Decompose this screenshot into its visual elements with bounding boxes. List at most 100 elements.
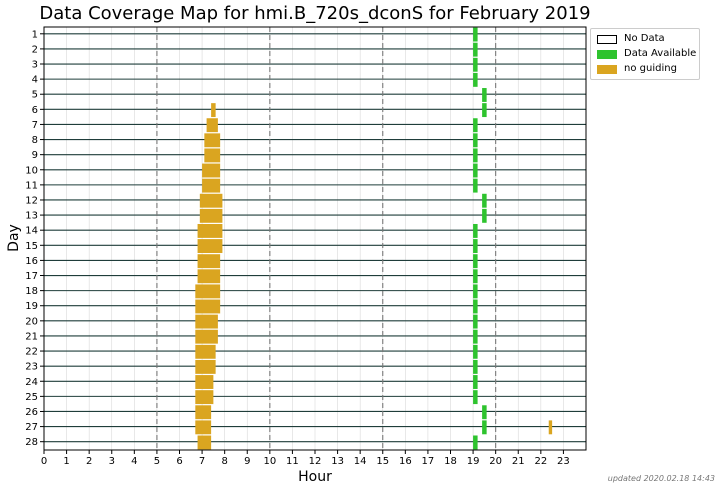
y-tick-label: 14 <box>25 226 38 237</box>
data-available-bar <box>473 254 478 269</box>
x-tick-label: 5 <box>154 456 160 467</box>
x-tick-label: 21 <box>512 456 525 467</box>
updated-timestamp: updated 2020.02.18 14:43 <box>607 474 715 483</box>
chart-title: Data Coverage Map for hmi.B_720s_dconS f… <box>39 3 591 24</box>
data-available-bar <box>473 299 478 314</box>
data-available-bar <box>473 435 478 450</box>
y-tick-label: 16 <box>25 256 38 267</box>
x-tick-label: 12 <box>309 456 322 467</box>
y-tick-label: 7 <box>32 120 38 131</box>
data-available-bar <box>473 239 478 254</box>
x-tick-label: 11 <box>286 456 299 467</box>
data-available-bar <box>473 42 478 57</box>
legend-label: Data Available <box>624 48 697 59</box>
y-tick-label: 25 <box>25 392 38 403</box>
x-tick-label: 8 <box>221 456 227 467</box>
legend-label: no guiding <box>624 63 677 74</box>
y-tick-label: 4 <box>32 75 38 86</box>
y-tick-label: 5 <box>32 90 38 101</box>
x-tick-label: 18 <box>444 456 457 467</box>
legend: No Data Data Available no guiding <box>590 28 700 80</box>
y-tick-label: 13 <box>25 211 38 222</box>
data-available-bar <box>482 208 487 223</box>
y-tick-label: 19 <box>25 301 38 312</box>
no-guiding-bar <box>197 239 223 254</box>
y-tick-label: 10 <box>25 165 38 176</box>
data-available-bar <box>482 420 487 435</box>
y-tick-label: 26 <box>25 407 38 418</box>
x-tick-label: 19 <box>467 456 480 467</box>
y-tick-label: 17 <box>25 271 38 282</box>
x-tick-label: 16 <box>399 456 412 467</box>
no-guiding-bar <box>199 193 223 208</box>
no-guiding-bar <box>199 208 223 223</box>
y-tick-label: 12 <box>25 195 38 206</box>
data-available-bar <box>473 390 478 405</box>
y-tick-label: 28 <box>25 437 38 448</box>
data-available-bar <box>473 284 478 299</box>
no-guiding-bar <box>211 103 216 118</box>
no-guiding-bar <box>195 359 216 374</box>
legend-swatch-data-available <box>597 50 617 59</box>
data-available-bar <box>482 405 487 420</box>
data-available-bar <box>473 163 478 178</box>
no-guiding-bar <box>202 163 221 178</box>
no-guiding-bar <box>204 133 221 148</box>
x-tick-label: 13 <box>331 456 344 467</box>
no-guiding-bar <box>197 254 221 269</box>
no-guiding-bar <box>197 269 221 284</box>
y-tick-label: 3 <box>32 60 38 71</box>
y-tick-label: 11 <box>25 180 38 191</box>
y-tick-label: 20 <box>25 316 38 327</box>
data-available-bar <box>473 148 478 163</box>
no-guiding-bar <box>195 344 216 359</box>
x-tick-label: 9 <box>244 456 250 467</box>
data-available-bar <box>473 133 478 148</box>
no-guiding-bar <box>548 420 553 435</box>
y-tick-label: 8 <box>32 135 38 146</box>
x-tick-label: 4 <box>131 456 137 467</box>
x-tick-label: 23 <box>557 456 570 467</box>
no-guiding-bar <box>195 375 214 389</box>
no-guiding-bar <box>195 299 221 314</box>
x-tick-label: 7 <box>199 456 205 467</box>
no-guiding-bar <box>197 223 223 238</box>
no-guiding-bar <box>195 405 212 420</box>
no-guiding-bar <box>204 148 221 163</box>
y-tick-label: 23 <box>25 362 38 373</box>
x-tick-label: 3 <box>109 456 115 467</box>
y-axis-label: Day <box>6 224 22 252</box>
y-tick-label: 24 <box>25 377 38 388</box>
no-guiding-bar <box>195 314 218 329</box>
x-tick-label: 17 <box>422 456 435 467</box>
data-available-bar <box>473 178 478 193</box>
y-tick-label: 1 <box>32 29 38 40</box>
no-guiding-bar <box>195 329 218 344</box>
y-tick-label: 6 <box>32 105 38 116</box>
data-available-bar <box>473 27 478 42</box>
no-guiding-bar <box>195 284 221 299</box>
data-available-bar <box>473 375 478 389</box>
data-available-bar <box>473 329 478 344</box>
no-guiding-bar <box>197 435 212 450</box>
legend-swatch-no-guiding <box>597 65 617 74</box>
data-available-bar <box>473 314 478 329</box>
no-guiding-bar <box>195 420 212 435</box>
y-tick-label: 27 <box>25 422 38 433</box>
x-tick-label: 1 <box>63 456 69 467</box>
x-tick-label: 20 <box>489 456 502 467</box>
y-tick-label: 15 <box>25 241 38 252</box>
no-guiding-bar <box>195 390 214 405</box>
no-guiding-bar <box>206 118 218 133</box>
y-tick-label: 18 <box>25 286 38 297</box>
y-tick-label: 22 <box>25 347 38 358</box>
y-tick-label: 21 <box>25 331 38 342</box>
x-tick-label: 0 <box>41 456 47 467</box>
x-tick-label: 6 <box>176 456 182 467</box>
data-available-bar <box>473 57 478 72</box>
legend-swatch-no-data <box>597 35 617 44</box>
x-tick-label: 14 <box>354 456 367 467</box>
legend-label: No Data <box>624 33 665 44</box>
data-available-bar <box>473 118 478 133</box>
